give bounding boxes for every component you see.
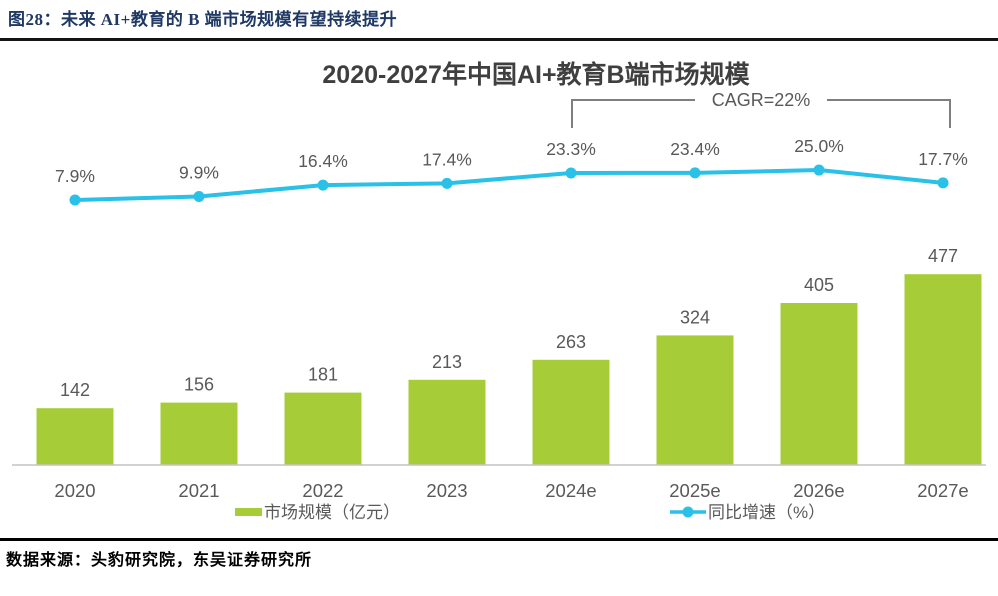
bar-2023 <box>408 379 486 465</box>
data-source-note: 数据来源：头豹研究院，东吴证券研究所 <box>6 552 313 569</box>
x-tick-label: 2022 <box>302 480 343 501</box>
legend-bar-swatch <box>235 508 262 516</box>
growth-point-2023 <box>441 177 453 189</box>
bar-2027e <box>904 274 982 465</box>
growth-value-label: 9.9% <box>179 162 219 182</box>
growth-value-label: 23.4% <box>670 139 720 159</box>
x-tick-label: 2024e <box>545 480 596 501</box>
bar-value-label: 263 <box>556 332 586 352</box>
x-tick-label: 2023 <box>426 480 467 501</box>
footer-divider <box>0 538 998 541</box>
legend-line-marker <box>682 506 694 518</box>
chart-area: 2020-2027年中国AI+教育B端市场规模 CAGR=22% 142 156 181… <box>0 45 998 535</box>
growth-point-2020 <box>69 194 81 206</box>
bar-2020 <box>36 408 114 465</box>
growth-point-2026e <box>813 164 825 176</box>
growth-value-label: 16.4% <box>298 151 348 171</box>
growth-point-2025e <box>689 167 701 179</box>
growth-value-label: 17.4% <box>422 149 472 169</box>
growth-point-2022 <box>317 179 329 191</box>
cagr-annotation: CAGR=22% <box>712 90 811 110</box>
bar-value-label: 477 <box>928 246 958 266</box>
growth-point-2021 <box>193 190 205 202</box>
bar-2026e <box>780 303 858 465</box>
bar-2022 <box>284 392 362 465</box>
figure-caption: 图28：未来 AI+教育的 B 端市场规模有望持续提升 <box>8 10 398 29</box>
bar-2025e <box>656 335 734 465</box>
growth-value-label: 25.0% <box>794 136 844 156</box>
growth-value-label: 17.7% <box>918 149 968 169</box>
growth-point-2027e <box>937 177 949 189</box>
header-divider <box>0 38 998 41</box>
bar-2024e <box>532 359 610 465</box>
x-tick-label: 2026e <box>793 480 844 501</box>
bar-2021 <box>160 402 238 465</box>
growth-value-label: 7.9% <box>55 166 95 186</box>
growth-point-2024e <box>565 167 577 179</box>
growth-value-label: 23.3% <box>546 139 596 159</box>
legend-line-label: 同比增速（%） <box>708 503 825 522</box>
x-tick-label: 2020 <box>54 480 95 501</box>
legend-bar-label: 市场规模（亿元） <box>264 503 400 522</box>
growth-line <box>73 168 945 202</box>
bar-value-label: 324 <box>680 307 710 327</box>
chart-title: 2020-2027年中国AI+教育B端市场规模 <box>322 60 750 89</box>
cagr-bracket <box>571 99 951 128</box>
x-tick-label: 2021 <box>178 480 219 501</box>
x-tick-label: 2027e <box>917 480 968 501</box>
x-tick-label: 2025e <box>669 480 720 501</box>
bar-value-label: 142 <box>60 380 90 400</box>
bar-value-label: 181 <box>308 365 338 385</box>
bar-value-label: 156 <box>184 375 214 395</box>
bar-value-label: 213 <box>432 352 462 372</box>
bar-value-label: 405 <box>804 275 834 295</box>
